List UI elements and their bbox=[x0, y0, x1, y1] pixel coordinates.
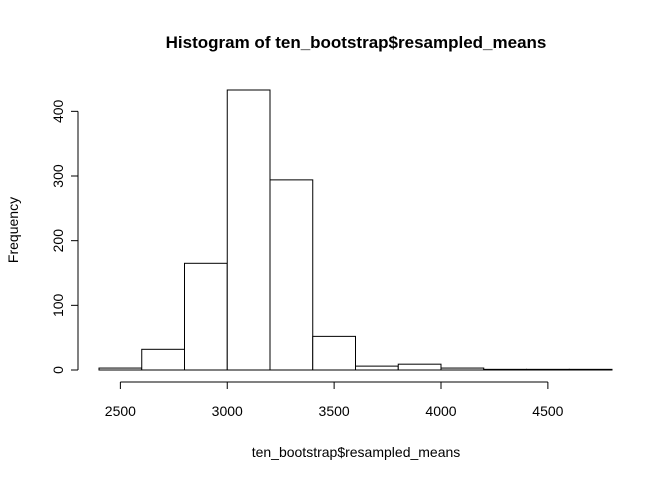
histogram-bars bbox=[98, 89, 613, 371]
y-tick-label: 100 bbox=[50, 293, 66, 317]
x-tick-label: 2500 bbox=[105, 403, 136, 419]
x-tick-label: 3000 bbox=[212, 403, 243, 419]
histogram-bar bbox=[98, 367, 143, 371]
histogram-bar bbox=[141, 348, 185, 371]
x-tick-label: 4000 bbox=[425, 403, 456, 419]
y-tick-label: 300 bbox=[50, 164, 66, 188]
chart-title: Histogram of ten_bootstrap$resampled_mea… bbox=[166, 33, 547, 52]
histogram-bar bbox=[312, 335, 356, 371]
x-axis-title: ten_bootstrap$resampled_means bbox=[252, 444, 461, 460]
x-tick-label: 4500 bbox=[532, 403, 563, 419]
histogram-bar bbox=[568, 368, 613, 371]
histogram-bar bbox=[440, 367, 485, 371]
histogram-bar bbox=[269, 179, 314, 371]
y-axis: 0 100 200 300 400 bbox=[50, 99, 79, 374]
y-tick-label: 200 bbox=[50, 229, 66, 253]
histogram-bar bbox=[184, 262, 228, 371]
histogram-bar bbox=[226, 89, 271, 371]
x-axis: 2500 3000 3500 4000 4500 bbox=[105, 381, 564, 419]
y-axis-title: Frequency bbox=[5, 197, 21, 263]
histogram-bar bbox=[397, 363, 442, 371]
y-tick-label: 0 bbox=[50, 366, 66, 374]
histogram-bar bbox=[526, 368, 570, 371]
y-tick-label: 400 bbox=[50, 99, 66, 123]
histogram-bar bbox=[355, 365, 399, 371]
histogram-bar bbox=[483, 368, 527, 371]
x-tick-label: 3500 bbox=[319, 403, 350, 419]
